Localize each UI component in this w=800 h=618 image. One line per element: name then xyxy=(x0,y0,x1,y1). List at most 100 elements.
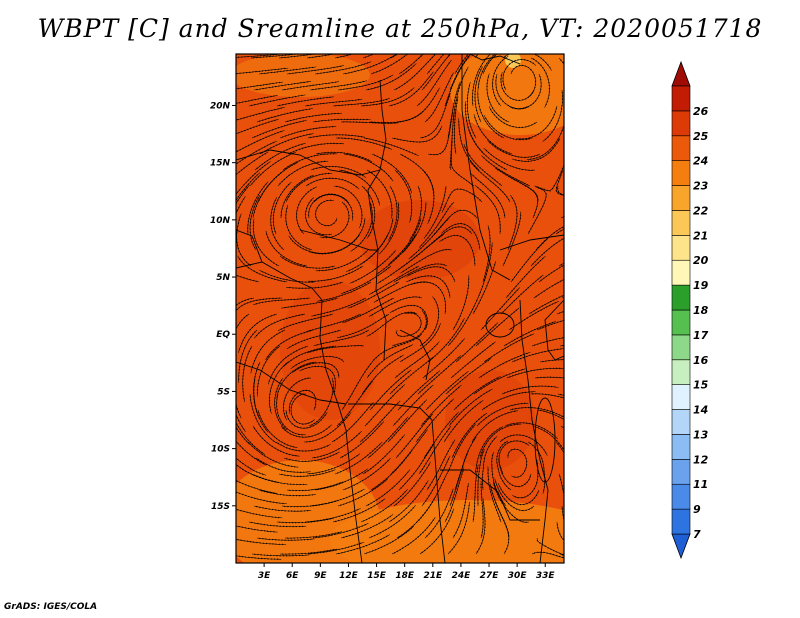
streamline xyxy=(276,96,334,107)
border-line xyxy=(236,229,263,263)
colorbar-swatch xyxy=(671,185,691,211)
longitude-axis: 3E 6E 9E 12E 15E 18E 21E 24E 27E 30E 33E xyxy=(258,563,555,581)
streamline xyxy=(307,344,365,354)
lon-label: 9E xyxy=(314,571,327,581)
lon-label: 3E xyxy=(258,571,271,581)
map-panel xyxy=(216,54,625,563)
streamline xyxy=(250,54,307,59)
streamline xyxy=(560,211,564,219)
streamline xyxy=(556,521,564,557)
streamline xyxy=(248,94,306,107)
streamline xyxy=(251,120,307,139)
border-line xyxy=(348,403,446,563)
border-line xyxy=(461,54,511,281)
border-line xyxy=(399,329,431,381)
lon-label: 21E xyxy=(423,571,443,581)
streamline xyxy=(511,347,564,363)
streamline xyxy=(439,234,476,267)
lon-label: 30E xyxy=(508,571,528,581)
streamline xyxy=(363,137,419,156)
streamline xyxy=(258,489,317,497)
streamline xyxy=(565,538,617,560)
lat-label: 15N xyxy=(210,159,231,169)
colorbar-swatch xyxy=(671,434,691,460)
streamline xyxy=(556,185,564,206)
streamline xyxy=(287,142,345,155)
streamline xyxy=(565,323,622,330)
streamline xyxy=(304,197,333,236)
colorbar-swatch xyxy=(671,409,691,435)
streamline xyxy=(568,362,625,369)
colorbar-swatch xyxy=(671,483,691,510)
colorbar-swatch xyxy=(671,309,691,336)
streamline xyxy=(441,222,481,251)
plot-title: WBPT [C] and Sreamline at 250hPa, VT: 20… xyxy=(37,14,763,43)
border-line xyxy=(236,261,363,563)
streamline xyxy=(537,409,564,437)
streamline xyxy=(236,505,283,519)
streamline xyxy=(559,342,564,347)
lake-outline xyxy=(485,312,515,338)
streamline xyxy=(251,553,310,557)
border-line xyxy=(236,149,381,176)
streamline xyxy=(299,365,337,395)
streamline xyxy=(506,367,564,379)
streamline xyxy=(528,289,564,315)
colorbar-label: 18 xyxy=(693,304,709,317)
lat-label: EQ xyxy=(216,330,230,340)
colorbar-swatch xyxy=(671,508,691,535)
border-line xyxy=(544,299,564,361)
streamline xyxy=(566,202,623,209)
streamline xyxy=(418,54,462,59)
colorbar-swatch xyxy=(671,160,691,186)
colorbar-label: 22 xyxy=(693,204,709,217)
streamline xyxy=(566,410,612,444)
streamline xyxy=(284,112,342,123)
streamline xyxy=(555,441,564,491)
border-line xyxy=(469,54,521,65)
streamline xyxy=(340,121,399,125)
streamline xyxy=(216,314,221,371)
streamline xyxy=(406,275,451,299)
streamline xyxy=(236,537,287,546)
streamline xyxy=(560,425,564,468)
colorbar-label: 17 xyxy=(693,329,709,342)
colorbar-label: 20 xyxy=(693,254,709,267)
streamline xyxy=(561,281,564,299)
streamline xyxy=(563,249,564,250)
streamline xyxy=(236,553,282,560)
streamline xyxy=(236,490,287,505)
streamline xyxy=(531,334,564,347)
colorbar-label: 25 xyxy=(693,130,709,143)
lake-outline xyxy=(534,397,556,483)
streamline xyxy=(362,54,412,59)
colorbar-label: 12 xyxy=(693,453,709,466)
lat-label: 10S xyxy=(211,445,230,455)
lon-label: 24E xyxy=(452,571,472,581)
streamline xyxy=(236,195,246,248)
colorbar-label: 26 xyxy=(693,105,709,118)
colorbar-label: 14 xyxy=(693,404,708,417)
hot-patch xyxy=(360,200,480,280)
streamline xyxy=(446,54,491,59)
streamline xyxy=(502,211,522,267)
colorbar-swatch xyxy=(671,210,691,236)
streamline xyxy=(567,74,575,130)
warm-patch xyxy=(236,54,370,97)
lon-label: 18E xyxy=(395,571,415,581)
colorbar-label: 16 xyxy=(693,354,709,367)
streamline xyxy=(559,553,564,563)
streamlines xyxy=(216,54,625,563)
streamline xyxy=(501,385,559,395)
colorbar-label: 19 xyxy=(693,279,709,292)
streamline xyxy=(562,377,564,379)
colorbar-label: 7 xyxy=(693,528,701,541)
map-frame xyxy=(235,53,565,564)
streamline xyxy=(557,393,564,417)
streamline xyxy=(307,134,366,139)
coastlines-and-borders xyxy=(236,54,564,563)
streamline xyxy=(532,425,564,464)
colorbar-label: 11 xyxy=(693,478,708,491)
streamline xyxy=(279,125,337,139)
